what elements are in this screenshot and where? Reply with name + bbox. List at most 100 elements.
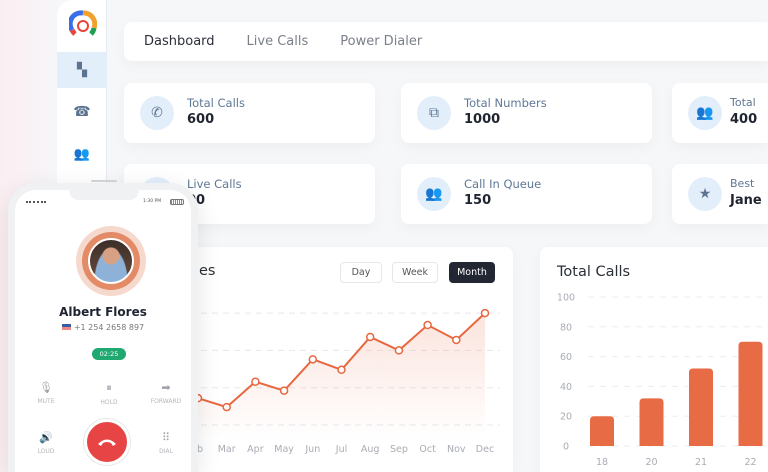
stat-label: Total Numbers [464,96,547,110]
x-tick-label: May [274,444,294,455]
dashboard-icon: ▚ [77,62,87,78]
avatar-ring [76,226,146,296]
data-point-Jun [308,355,318,364]
stat-card-best: ★ Best Jane [672,164,768,224]
stat-value: 400 [730,112,758,127]
call-timer: 02:25 [92,348,126,360]
stat-card-total-calls: ✆ Total Calls 600 [124,83,375,143]
users-icon: 👥 [688,96,722,130]
hold-label: HOLD [100,399,118,406]
us-flag-icon [61,324,71,330]
bar-20 [639,398,664,446]
app-logo [69,10,97,36]
x-tick-label: Oct [419,444,436,455]
stat-value: 150 [464,193,492,208]
loud-button[interactable]: 🔊 LOUD [21,431,71,455]
line-area [198,313,485,440]
caller-name: Albert Flores [59,305,147,319]
forward-arrow-icon: ➡ [161,381,171,394]
dial-label: DIAL [159,448,173,455]
stat-value: 1000 [464,112,501,127]
tab-dashboard[interactable]: Dashboard [144,34,215,49]
y-tick-label: 80 [560,322,572,333]
stat-label: Live Calls [187,177,242,191]
avatar [88,238,134,284]
dial-button[interactable]: ⠿ DIAL [141,431,191,455]
y-tick-label: 60 [560,352,572,363]
data-point-Oct [423,320,432,330]
mute-label: MUTE [37,398,55,405]
stat-label: Call In Queue [464,177,542,191]
sidebar-item-contacts[interactable]: 👥 [57,136,107,172]
forward-button[interactable]: ➡ FORWARD [141,381,191,405]
sidebar-item-dashboard[interactable]: ▚ [57,52,107,88]
end-call-button[interactable] [84,419,130,465]
phone-icon: ✆ [140,96,174,130]
x-tick-label: Dec [476,444,494,455]
bar-chart-title: Total Calls [557,264,631,280]
stat-label: Total Calls [187,96,245,110]
hold-button[interactable]: ⏸ HOLD [84,381,134,406]
stat-value: 600 [187,112,215,127]
caller-number: +1 254 2658 897 [73,323,145,332]
stat-label: Best [730,177,755,190]
bar-21 [689,368,713,446]
pause-icon: ⏸ [106,381,112,394]
dialpad-icon: ⠿ [161,431,171,444]
range-week-button[interactable]: Week [392,262,438,283]
data-point-May [279,386,289,395]
sidebar-item-dialer[interactable]: ☎ [57,94,107,130]
stat-card-call-in-queue: 👥 Call In Queue 150 [401,164,652,224]
data-point-Dec [480,308,490,318]
bar-18 [590,416,614,446]
users-icon: 👥 [417,177,451,211]
x-tick-label: Sep [390,444,408,455]
x-tick-label: Aug [361,444,380,455]
y-tick-label: 20 [560,412,572,423]
stat-label: Total [730,96,756,109]
line-chart-title: es [199,263,216,279]
data-point-Apr [251,377,260,386]
range-month-button[interactable]: Month [449,262,495,283]
loud-label: LOUD [37,448,55,455]
x-tick-label: Nov [447,444,466,455]
signal-icon [26,201,46,204]
y-tick-label: 0 [563,442,569,453]
x-tick-label: 21 [695,457,707,468]
mute-icon: 🎙 [39,381,53,394]
x-tick-label: Apr [247,444,264,455]
y-tick-label: 40 [560,382,572,393]
x-tick-label: 20 [645,457,657,468]
data-point-Aug [365,332,375,342]
data-point-Jul [337,365,346,375]
mute-button[interactable]: 🎙 MUTE [21,381,71,405]
tab-power-dialer[interactable]: Power Dialer [340,34,423,49]
data-point-Sep [394,346,404,355]
x-tick-label: Jul [335,444,347,455]
data-point-Mar [222,402,231,412]
stat-card-total-numbers: ⧉ Total Numbers 1000 [401,83,652,143]
speaker-icon: 🔊 [39,431,53,444]
x-tick-label: b [197,444,203,455]
x-tick-label: 18 [596,457,608,468]
status-time: 1:30 PM [143,199,162,204]
stat-card-total-users: 👥 Total 400 [672,83,768,143]
star-icon: ★ [688,177,722,211]
stat-value: Jane [730,193,762,208]
tab-live-calls[interactable]: Live Calls [246,34,309,49]
x-tick-label: Mar [218,444,236,455]
phone-mockup: 1:30 PM Albert Flores +1 254 2658 897 02… [8,180,198,472]
hang-up-icon [98,439,116,446]
forward-label: FORWARD [150,398,182,405]
data-point-Nov [452,335,461,345]
x-tick-label: Jun [304,444,320,455]
battery-icon [170,199,184,205]
bar-22 [738,341,763,446]
top-nav: Dashboard Live Calls Power Dialer [124,22,768,61]
y-tick-label: 100 [557,293,575,304]
range-day-button[interactable]: Day [340,262,382,283]
contacts-icon: 👥 [73,146,91,162]
phone-notch [69,180,139,200]
